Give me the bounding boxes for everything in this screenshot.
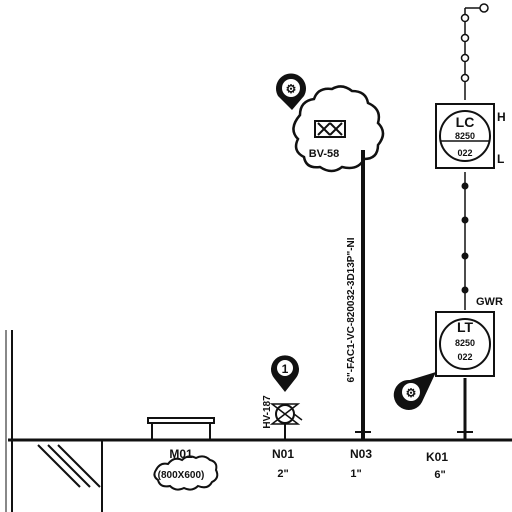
signal-line-circles xyxy=(460,3,489,83)
valve-tag: BV-58 xyxy=(309,148,340,160)
revision-cloud-m01 xyxy=(153,455,219,491)
level-transmitter-instrument[interactable]: LT 8250 022 xyxy=(435,311,495,377)
nozzle-tag-n03: N03 xyxy=(350,447,372,461)
lt-gwr-label: GWR xyxy=(476,296,503,308)
lt-callout-pin[interactable]: ⚙ xyxy=(393,372,436,410)
pipe-line-label: 6"-FAC1-VC-820032-3D13P"-NI xyxy=(346,237,357,382)
lc-low-label: L xyxy=(497,152,504,166)
ball-valve-symbol[interactable] xyxy=(314,120,346,138)
pipe-line-n03[interactable] xyxy=(355,150,371,440)
signal-line-dots xyxy=(461,182,469,294)
relief-callout-pin[interactable]: 1 xyxy=(271,355,300,392)
nozzle-tag-m01: M01 xyxy=(169,447,193,461)
nozzle-size-m01: (800X600) xyxy=(158,470,205,481)
relief-callout-number: 1 xyxy=(282,362,289,376)
vessel-shell xyxy=(5,330,512,512)
manway-nozzle[interactable] xyxy=(147,417,215,440)
relief-device[interactable] xyxy=(269,403,303,440)
lt-tag: LT xyxy=(457,319,474,335)
valve-callout-glyph: ⚙ xyxy=(286,82,297,96)
lc-tag: LC xyxy=(456,114,475,130)
level-controller-instrument[interactable]: LC 8250 022 xyxy=(435,103,495,169)
lt-number-bottom: 022 xyxy=(457,352,472,362)
lc-number-bottom: 022 xyxy=(457,148,472,158)
lt-callout-glyph: ⚙ xyxy=(406,386,417,400)
nozzle-size-k01: 6" xyxy=(434,469,445,481)
revision-cloud-valve xyxy=(292,85,385,173)
lt-number-top: 8250 xyxy=(455,338,475,348)
lc-high-label: H xyxy=(497,110,506,124)
nozzle-size-n03: 1" xyxy=(350,468,361,480)
nozzle-size-n01: 2" xyxy=(277,468,288,480)
nozzle-tag-n01: N01 xyxy=(272,447,294,461)
hatch-marks xyxy=(37,444,101,488)
nozzle-tag-k01: K01 xyxy=(426,450,448,464)
relief-device-tag: HV-187 xyxy=(262,395,273,429)
valve-callout-pin[interactable]: ⚙ xyxy=(276,73,306,110)
lc-number-top: 8250 xyxy=(455,131,475,141)
